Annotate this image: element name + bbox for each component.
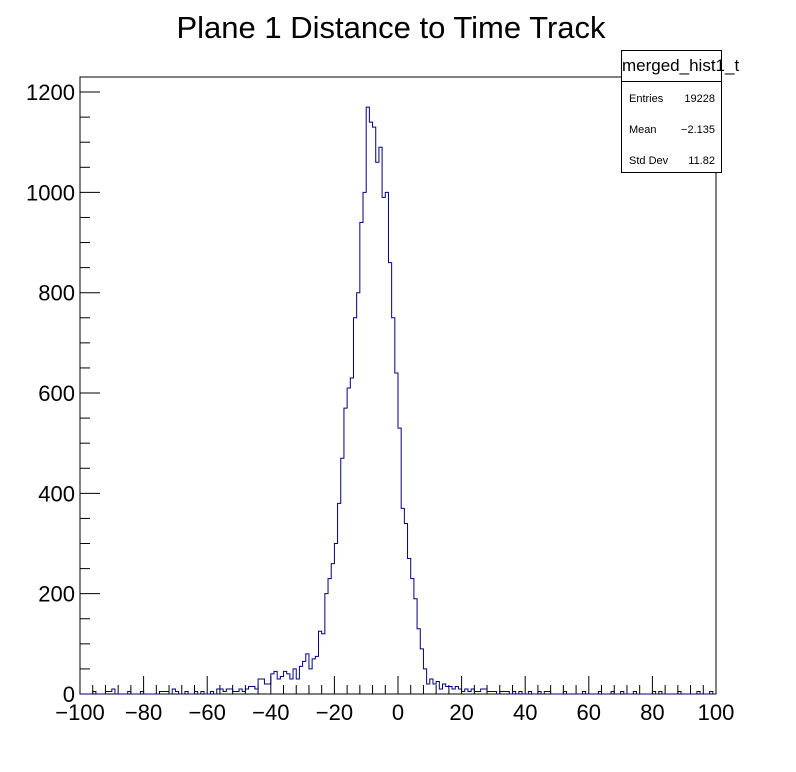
- std-value: 11.82: [688, 155, 715, 167]
- x-tick-label: −100: [55, 700, 105, 725]
- mean-label: Mean: [629, 124, 657, 136]
- entries-value: 19228: [684, 93, 715, 105]
- x-tick-label: 80: [640, 700, 664, 725]
- y-tick-label: 1000: [26, 180, 75, 205]
- y-tick-label: 0: [63, 682, 75, 707]
- stats-row-std: Std Dev 11.82: [622, 144, 721, 175]
- x-tick-label: 40: [513, 700, 537, 725]
- histogram-line: [80, 106, 716, 695]
- stats-title: merged_hist1_t: [622, 51, 739, 82]
- mean-value: −2.135: [681, 124, 715, 136]
- stats-row-entries: Entries 19228: [622, 82, 721, 113]
- chart-title: Plane 1 Distance to Time Track: [176, 10, 606, 45]
- stats-row-mean: Mean −2.135: [622, 113, 721, 144]
- x-tick-label: 0: [392, 700, 404, 725]
- std-label: Std Dev: [629, 155, 669, 167]
- y-tick-label: 400: [38, 481, 75, 506]
- entries-label: Entries: [629, 93, 664, 105]
- stats-box: merged_hist1_t Entries 19228 Mean −2.135…: [621, 50, 739, 175]
- x-tick-label: 100: [698, 700, 735, 725]
- y-tick-label: 800: [38, 281, 75, 306]
- x-tick-label: −60: [189, 700, 226, 725]
- x-tick-label: −40: [252, 700, 289, 725]
- x-tick-label: 60: [577, 700, 601, 725]
- y-tick-label: 1200: [26, 80, 75, 105]
- x-tick-label: −80: [125, 700, 162, 725]
- y-tick-label: 600: [38, 381, 75, 406]
- y-tick-label: 200: [38, 582, 75, 607]
- x-tick-label: −20: [316, 700, 353, 725]
- x-tick-label: 20: [449, 700, 473, 725]
